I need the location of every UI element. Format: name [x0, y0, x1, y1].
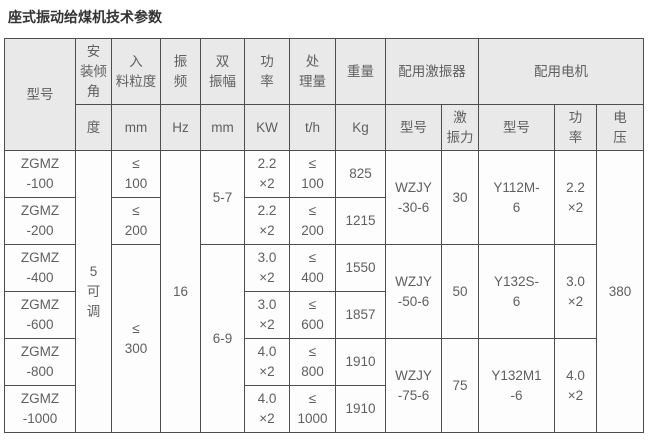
cell-install-angle: 5 可 调 [75, 150, 112, 433]
cell-weight-r6: 1910 [335, 385, 386, 433]
cell-motor-power-r34: 3.0 ×2 [554, 244, 597, 339]
row-zgmz-400: ZGMZ -400 ≤ 300 6-9 3.0 ×2 ≤ 400 1550 WZ… [4, 244, 644, 433]
cell-power-r4: 3.0 ×2 [244, 291, 290, 339]
header-motor-power: 功 率 [554, 104, 597, 151]
cell-vibrator-model-wzjy-30-6: WZJY -30-6 [385, 150, 442, 245]
cell-power-r3: 3.0 ×2 [244, 244, 290, 292]
cell-feed-200: ≤ 200 [111, 197, 161, 245]
cell-capacity-r1: ≤ 100 [289, 150, 336, 198]
unit-angle: 度 [75, 104, 112, 151]
cell-feed-100: ≤ 100 [111, 150, 161, 198]
cell-power-r6: 4.0 ×2 [244, 385, 290, 433]
header-weight: 重量 [335, 38, 386, 105]
cell-power-r5: 4.0 ×2 [244, 338, 290, 386]
cell-vibrator-force-75: 75 [441, 338, 479, 433]
page-title: 座式振动给煤机技术参数 [8, 9, 162, 25]
cell-weight-r2: 1215 [335, 197, 386, 245]
unit-weight: Kg [335, 104, 386, 151]
header-model: 型号 [4, 38, 76, 151]
row-zgmz-100: ZGMZ -100 5 可 调 ≤ 100 16 5-7 2.2 ×2 ≤ 10… [4, 150, 645, 433]
header-row-1: 型号 安 装倾 角 入 料粒度 振 频 双 振幅 功 率 处 理量 重量 配用激… [4, 38, 645, 151]
cell-power-r2: 2.2 ×2 [244, 197, 290, 245]
cell-vibrator-force-50: 50 [441, 244, 479, 339]
header-power: 功 率 [244, 38, 290, 105]
unit-freq: Hz [160, 104, 201, 151]
cell-amplitude-6-9: 6-9 [200, 244, 245, 433]
cell-motor-model-y132s-6: Y132S- 6 [478, 244, 555, 339]
cell-power-r1: 2.2 ×2 [244, 150, 290, 198]
header-motor-group: 配用电机 [477, 38, 645, 105]
cell-model-zgmz-100: ZGMZ -100 [4, 150, 76, 198]
row-zgmz-600: ZGMZ -600 3.0 ×2 ≤ 600 1857 [4, 291, 644, 339]
cell-model-zgmz-800: ZGMZ -800 [4, 338, 76, 386]
cell-model-zgmz-1000: ZGMZ -1000 [4, 385, 76, 433]
cell-weight-r1: 825 [335, 150, 386, 198]
cell-feed-300: ≤ 300 [111, 244, 161, 433]
cell-model-zgmz-400: ZGMZ -400 [4, 244, 76, 292]
cell-vib-freq: 16 [160, 150, 201, 433]
header-vibrator-force: 激 振力 [441, 104, 479, 151]
cell-capacity-r3: ≤ 400 [289, 244, 336, 292]
cell-model-zgmz-200: ZGMZ -200 [4, 197, 76, 245]
cell-capacity-r6: ≤ 1000 [289, 385, 336, 433]
specs-table: 型号 安 装倾 角 入 料粒度 振 频 双 振幅 功 率 处 理量 重量 配用激… [4, 38, 645, 433]
unit-capacity: t/h [289, 104, 336, 151]
cell-model-zgmz-600: ZGMZ -600 [4, 291, 76, 339]
cell-capacity-r5: ≤ 800 [289, 338, 336, 386]
cell-motor-power-r12: 2.2 ×2 [554, 150, 597, 245]
cell-voltage: 380 [595, 150, 645, 433]
header-motor-model: 型号 [478, 104, 555, 151]
header-motor-voltage: 电 压 [595, 104, 645, 151]
unit-power: KW [244, 104, 290, 151]
row-zgmz-200: ZGMZ -200 ≤ 200 2.2 ×2 ≤ 200 1215 [4, 197, 644, 245]
cell-weight-r4: 1857 [335, 291, 386, 339]
unit-feed: mm [111, 104, 161, 151]
header-install-angle: 安 装倾 角 [75, 38, 112, 105]
cell-weight-r5: 1910 [335, 338, 386, 386]
header-feed-size: 入 料粒度 [111, 38, 161, 105]
unit-amp: mm [200, 104, 245, 151]
row-zgmz-1000: ZGMZ -1000 4.0 ×2 ≤ 1000 1910 [4, 385, 644, 433]
header-double-amplitude: 双 振幅 [200, 38, 245, 105]
cell-vibrator-model-wzjy-75-6: WZJY -75-6 [385, 338, 442, 433]
header-vib-freq: 振 频 [160, 38, 201, 105]
cell-capacity-r2: ≤ 200 [289, 197, 336, 245]
cell-motor-model-y112m-6: Y112M- 6 [478, 150, 555, 245]
header-capacity: 处 理量 [289, 38, 336, 105]
header-vibrator-group: 配用激振器 [385, 38, 479, 105]
header-vibrator-model: 型号 [385, 104, 442, 151]
cell-amplitude-5-7: 5-7 [200, 150, 245, 245]
cell-motor-model-y132m1-6: Y132M1 -6 [478, 338, 555, 433]
cell-vibrator-model-wzjy-50-6: WZJY -50-6 [385, 244, 442, 339]
row-zgmz-800: ZGMZ -800 4.0 ×2 ≤ 800 1910 WZJY -75-6 7… [4, 338, 644, 433]
header-row-2: 度 mm Hz mm KW t/h Kg 型号 激 振力 型号 功 率 电 压 [5, 104, 645, 151]
cell-vibrator-force-30: 30 [441, 150, 479, 245]
cell-weight-r3: 1550 [335, 244, 386, 292]
cell-capacity-r4: ≤ 600 [289, 291, 336, 339]
cell-motor-power-r56: 4.0 ×2 [554, 338, 597, 433]
